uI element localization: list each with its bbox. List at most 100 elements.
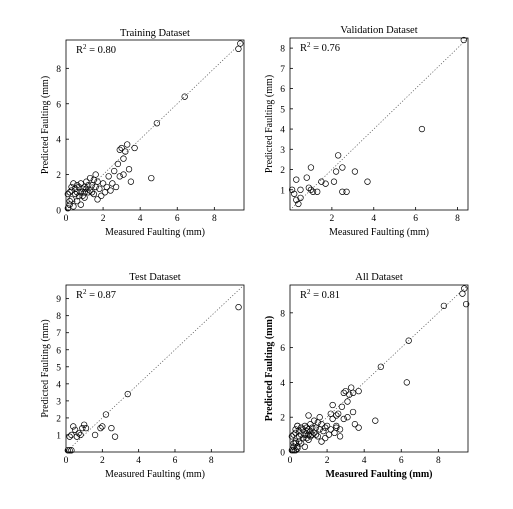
data-point <box>322 434 329 442</box>
data-point <box>292 426 299 433</box>
data-point <box>235 304 242 311</box>
data-point <box>305 412 312 419</box>
data-point <box>351 421 359 428</box>
data-point <box>355 424 362 431</box>
data-point <box>309 188 317 195</box>
data-point <box>364 178 371 185</box>
chart-title: All Dataset <box>355 272 403 283</box>
data-point <box>116 173 123 180</box>
data-point <box>338 403 346 410</box>
data-point <box>125 166 133 173</box>
data-point <box>305 436 312 443</box>
data-point <box>96 185 103 192</box>
data-point <box>68 183 75 191</box>
data-point <box>66 433 73 440</box>
x-tick-label: 6 <box>175 214 180 224</box>
data-point <box>343 188 350 195</box>
data-point <box>303 434 310 442</box>
data-point <box>81 183 88 191</box>
data-point <box>305 184 312 191</box>
x-tick-label: 8 <box>212 214 217 224</box>
y-tick-label: 6 <box>280 85 285 95</box>
data-point <box>107 187 114 194</box>
data-point <box>79 185 86 192</box>
data-point <box>293 196 300 204</box>
data-point <box>333 412 340 419</box>
data-point <box>99 423 106 430</box>
data-point <box>68 447 75 454</box>
plot-frame <box>65 39 245 211</box>
y-tick-label: 0 <box>280 449 285 459</box>
data-point <box>235 45 242 53</box>
data-point <box>127 178 135 185</box>
data-point <box>332 168 340 175</box>
data-point <box>79 424 86 432</box>
x-axis-label: Measured Faulting (mm) <box>105 469 205 480</box>
data-point <box>322 424 329 431</box>
y-tick-label: 4 <box>56 136 61 146</box>
y-axis-label: Predicted Faulting (mm) <box>40 319 51 417</box>
reference-line <box>65 284 245 453</box>
data-point <box>288 186 296 193</box>
y-tick-label: 6 <box>56 346 61 356</box>
data-point <box>316 414 323 421</box>
data-point <box>336 426 344 433</box>
data-point <box>293 176 300 183</box>
data-point <box>403 379 410 386</box>
data-point <box>418 125 426 133</box>
data-point <box>83 185 90 192</box>
data-point <box>303 424 310 431</box>
data-point <box>77 189 84 196</box>
data-point <box>88 189 96 196</box>
data-point <box>66 197 73 205</box>
chart-panel-2: 2 4 6 8 1 2 3 4 5 6 7 8 Validation Dataset Measured F… <box>264 25 469 238</box>
chart-title: Test Dataset <box>129 272 181 283</box>
reference-line <box>289 37 469 211</box>
y-tick-label: 8 <box>280 309 285 319</box>
data-point <box>322 180 329 187</box>
data-point <box>77 201 84 208</box>
x-tick-label: 0 <box>64 456 69 466</box>
data-point <box>303 427 310 435</box>
y-tick-label: 4 <box>280 379 285 389</box>
data-point <box>66 447 73 454</box>
data-point <box>355 387 362 395</box>
data-point <box>297 194 304 202</box>
data-point <box>86 174 94 182</box>
chart-panel-4: 0 2 4 6 8 0 2 4 6 8 All Dataset Measured Faulting (… <box>264 272 470 480</box>
chart-panel-3: 0 2 4 6 8 1 2 3 4 5 6 7 8 9 Test Dataset Measured Fault… <box>40 272 245 480</box>
y-tick-label: 4 <box>280 126 285 136</box>
data-point <box>92 171 99 178</box>
y-tick-label: 8 <box>56 312 61 322</box>
data-point <box>75 430 82 437</box>
plot-frame <box>289 284 469 453</box>
data-point <box>327 426 334 433</box>
data-point <box>462 300 470 308</box>
y-tick-label: 8 <box>280 45 285 55</box>
data-point <box>64 205 72 212</box>
data-point <box>307 164 315 171</box>
data-point <box>70 423 77 430</box>
data-point <box>99 180 107 187</box>
y-tick-label: 6 <box>280 344 285 354</box>
data-point <box>318 421 325 428</box>
chart-title: Validation Dataset <box>340 25 417 36</box>
data-point <box>377 363 385 370</box>
data-point <box>64 447 71 454</box>
data-point <box>318 178 325 185</box>
data-point <box>314 188 321 195</box>
data-point <box>290 440 297 447</box>
data-point <box>68 187 75 194</box>
y-tick-label: 8 <box>56 65 61 75</box>
data-point <box>330 178 338 185</box>
data-point <box>288 447 296 454</box>
data-point <box>309 431 316 438</box>
data-point <box>327 410 334 417</box>
data-point <box>98 192 105 199</box>
x-tick-label: 8 <box>455 214 460 224</box>
y-tick-label: 2 <box>280 166 285 176</box>
data-point <box>120 171 127 178</box>
y-tick-label: 2 <box>56 414 61 424</box>
x-tick-label: 4 <box>371 214 376 224</box>
